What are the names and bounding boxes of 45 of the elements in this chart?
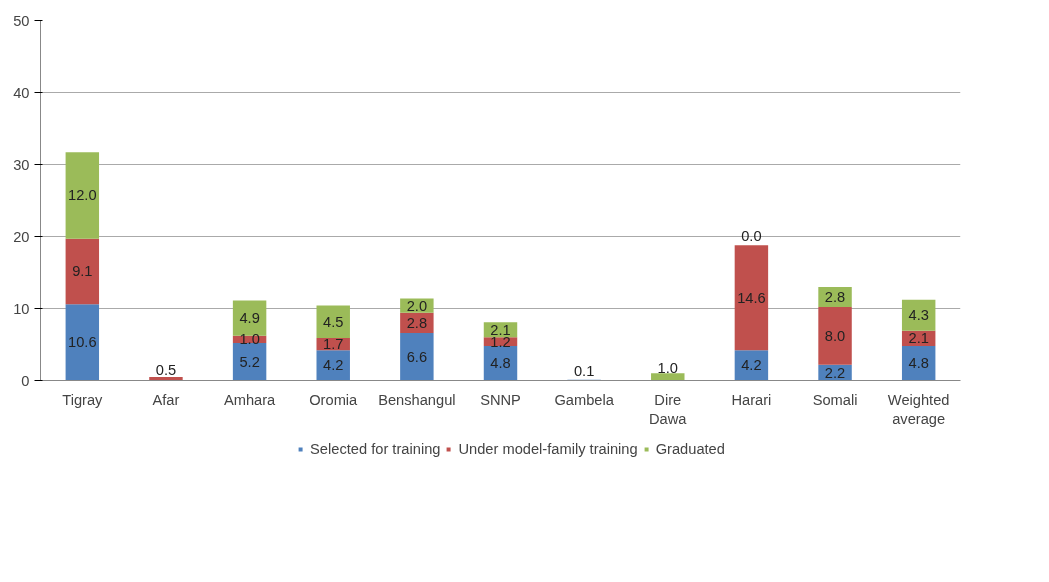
data-label: 1.0	[657, 359, 678, 376]
data-label: 2.2	[824, 364, 846, 381]
data-label: 12.0	[68, 187, 97, 204]
x-tick-label: Amhara	[223, 391, 277, 408]
x-tick-label: Oromia	[309, 391, 359, 408]
y-tick-label: 30	[13, 156, 30, 173]
legend-label: Under model-family training	[458, 441, 638, 457]
data-label: 4.2	[741, 357, 762, 374]
x-tick-label: SNNP	[480, 391, 521, 408]
x-tick-label: Harari	[731, 391, 772, 408]
y-tick-label: 50	[13, 12, 30, 29]
data-label: 2.1	[490, 321, 511, 338]
data-label: 4.9	[239, 310, 260, 327]
data-label: 2.1	[908, 330, 929, 347]
y-tick-label: 10	[13, 300, 30, 317]
data-label: 9.1	[72, 263, 93, 280]
data-label: 2.0	[406, 297, 428, 314]
data-label: 0.1	[573, 363, 595, 380]
y-tick-label: 0	[21, 372, 30, 389]
data-label: 4.2	[323, 357, 344, 374]
data-label: 14.6	[737, 289, 766, 306]
data-label: 4.8	[908, 355, 929, 372]
data-label: 6.6	[406, 348, 428, 365]
data-label: 5.2	[239, 353, 260, 370]
data-label: 4.5	[323, 313, 344, 330]
data-label: 2.8	[824, 288, 846, 305]
x-tick-label: Dire Dawa	[649, 391, 688, 427]
x-tick-label: Benshangul	[378, 391, 456, 408]
data-label: 8.0	[824, 327, 846, 344]
data-label: 4.3	[908, 307, 929, 324]
data-label: 10.6	[68, 334, 97, 351]
legend-label: Graduated	[655, 441, 725, 457]
legend-label: Selected for training	[310, 441, 441, 457]
data-label: 1.7	[323, 336, 344, 353]
data-label: 0.0	[741, 228, 762, 245]
x-tick-label: Gambela	[554, 391, 615, 408]
x-tick-label: Weighted average	[887, 391, 950, 427]
x-tick-label: Somali	[812, 391, 858, 408]
data-label: 0.5	[155, 361, 177, 378]
y-tick-label: 20	[13, 228, 30, 245]
x-tick-label: Tigray	[62, 391, 104, 408]
data-label: 2.8	[406, 314, 428, 331]
y-tick-label: 40	[13, 84, 30, 101]
data-label: 4.8	[490, 355, 511, 372]
x-tick-label: Afar	[152, 391, 180, 408]
